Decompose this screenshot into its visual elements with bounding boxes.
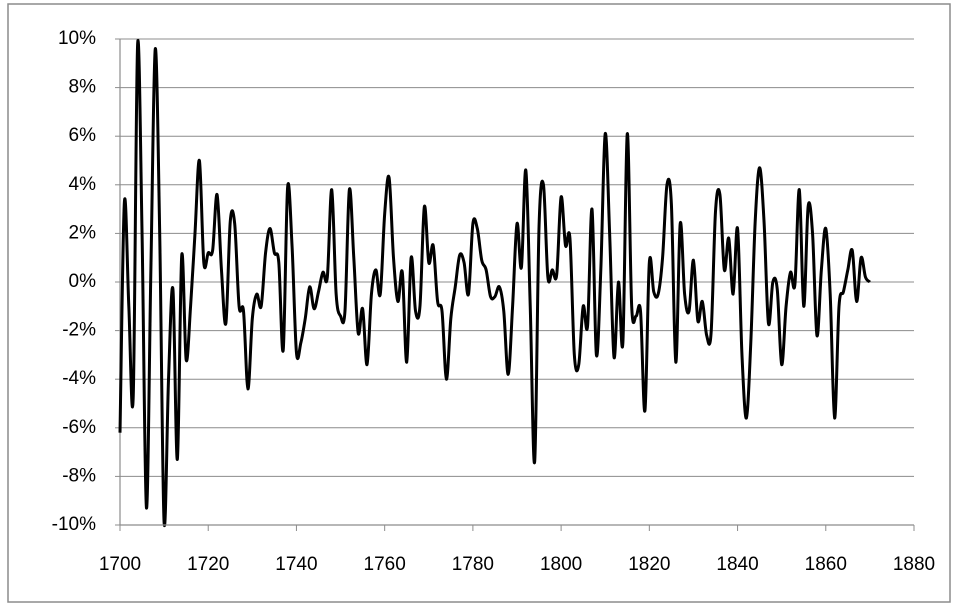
x-tick-label: 1880: [893, 554, 935, 575]
x-tick-label: 1820: [628, 554, 670, 575]
y-tick-label: -2%: [62, 320, 96, 341]
y-tick-label: -6%: [62, 417, 96, 438]
data-line: [118, 39, 871, 528]
y-tick-label: -10%: [52, 514, 96, 535]
x-tick-label: 1720: [187, 554, 229, 575]
y-tick-label: 6%: [69, 125, 97, 146]
x-tick-label: 1860: [805, 554, 847, 575]
y-tick-label: 2%: [69, 222, 97, 243]
x-tick-label: 1840: [716, 554, 758, 575]
x-tick-label: 1740: [275, 554, 317, 575]
y-tick-label: 0%: [69, 271, 97, 292]
x-tick-label: 1700: [99, 554, 141, 575]
y-tick-label: 10%: [58, 28, 96, 49]
x-tick-label: 1760: [364, 554, 406, 575]
x-tick-label: 1780: [452, 554, 494, 575]
y-tick-label: -8%: [62, 465, 96, 486]
x-tick-label: 1800: [540, 554, 582, 575]
y-tick-label: 4%: [69, 174, 97, 195]
y-tick-label: -4%: [62, 368, 96, 389]
y-tick-label: 8%: [69, 77, 97, 98]
